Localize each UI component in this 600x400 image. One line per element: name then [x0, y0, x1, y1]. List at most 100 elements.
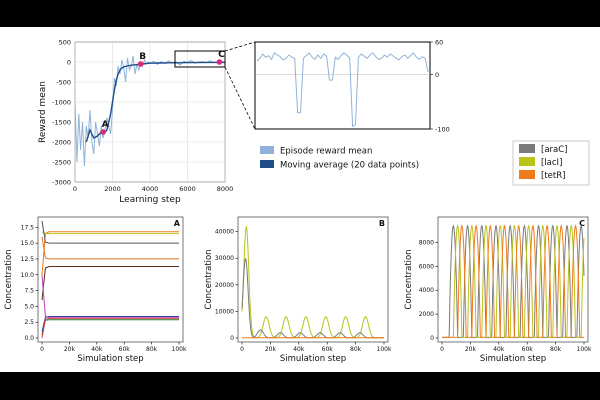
- panel-xtick-label: 100k: [172, 346, 187, 353]
- panel-xtick-label: 0: [440, 346, 444, 353]
- species-legend-label: [araC]: [541, 145, 567, 155]
- panel-a-series-line: [41, 231, 179, 235]
- reward-legend-label: Episode reward mean: [280, 147, 372, 157]
- panel-xtick-label: 40k: [493, 346, 505, 353]
- panel-ytick-label: 0: [430, 335, 434, 342]
- reward-lines: A B C: [74, 50, 226, 167]
- panel-ytick-label: 12.5: [21, 256, 35, 263]
- panel-label: A: [174, 219, 181, 228]
- zoom-ytick-label: 60: [435, 39, 443, 47]
- panel-xtick-label: 80k: [550, 346, 562, 353]
- panel-ytick-label: 15.0: [21, 240, 35, 247]
- panel-b: B 0 20k 40k 60k 80k 100k Simulation step Concent…: [204, 216, 392, 364]
- panel-a-series-line: [41, 220, 179, 244]
- reward-xtick-label: 4000: [142, 185, 159, 193]
- panel-ytick-label: 2000: [419, 311, 434, 318]
- reward-ytick-label: 500: [59, 39, 71, 47]
- panel-a-series-line: [41, 274, 179, 319]
- zoom-lines: [255, 52, 430, 128]
- panel-xtick-label: 60k: [119, 346, 131, 353]
- panel-a-series-line: [41, 317, 179, 339]
- panel-ytick-label: 10.0: [21, 272, 35, 279]
- marker-label-b: B: [139, 52, 146, 62]
- panel-c-series-line: [442, 224, 584, 338]
- reward-xtick-label: 2000: [104, 185, 121, 193]
- reward-ytick-label: -1000: [52, 99, 71, 107]
- panel-a-series-line: [41, 316, 179, 332]
- zoom-ytick-label: -100: [435, 126, 450, 134]
- panel-ylabel: Concentration: [204, 249, 214, 309]
- panel-a-series-line: [41, 319, 179, 335]
- panel-ytick-label: 6000: [419, 263, 434, 270]
- reward-ytick-label: -3000: [52, 179, 71, 187]
- species-legend-label: [tetR]: [541, 171, 565, 181]
- reward-xtick-label: 0: [73, 185, 77, 193]
- marker-label-a: A: [102, 120, 109, 130]
- panel-frame: [237, 216, 389, 343]
- panel-ytick-label: 17.5: [21, 224, 35, 231]
- marker-b: [137, 61, 144, 67]
- panel-xtick-label: 100k: [577, 346, 592, 353]
- panel-xlabel: Simulation step: [280, 354, 346, 364]
- marker-label-c: C: [218, 50, 225, 60]
- panel-ytick-label: 5.0: [24, 303, 34, 310]
- panel-label: C: [579, 219, 585, 228]
- zoom-chart: 60 0 -100: [254, 39, 450, 134]
- reward-legend-swatch: [260, 146, 274, 154]
- panel-ytick-label: 10000: [215, 308, 234, 315]
- panel-ylabel: Concentration: [404, 249, 414, 309]
- reward-xtick-label: 8000: [217, 185, 234, 193]
- zoom-reward-line: [256, 52, 429, 128]
- panel-xtick-label: 20k: [64, 346, 76, 353]
- panel-ytick-label: 40000: [215, 229, 234, 236]
- marker-c: [216, 59, 223, 65]
- panel-xtick-label: 60k: [322, 346, 334, 353]
- panel-ytick-label: 7.5: [24, 288, 34, 295]
- zoom-connector-top: [224, 41, 256, 52]
- panel-a-series-line: [41, 266, 179, 301]
- zoom-connector-bottom: [224, 66, 256, 130]
- zoom-plot-frame: [254, 41, 431, 130]
- zoom-selection-box: [174, 50, 226, 68]
- panel-c: C 0 20k 40k 60k 80k 100k Simulation step Concent…: [404, 216, 592, 364]
- panel-ytick-label: 0: [230, 335, 234, 342]
- reward-ylabel: Reward mean: [38, 81, 48, 143]
- panel-ytick-label: 8000: [419, 239, 434, 246]
- zoom-ytick-label: 0: [435, 71, 439, 79]
- panel-xtick-label: 20k: [465, 346, 477, 353]
- panel-ytick-label: 0.0: [24, 335, 34, 342]
- species-legend-swatch: [519, 170, 535, 179]
- panel-xtick-label: 100k: [377, 346, 392, 353]
- panel-ylabel: Concentration: [4, 249, 14, 309]
- reward-ytick-label: 0: [67, 59, 71, 67]
- panel-xtick-label: 80k: [350, 346, 362, 353]
- panel-ytick-label: 4000: [419, 287, 434, 294]
- panel-xtick-label: 40k: [293, 346, 305, 353]
- panel-xtick-label: 80k: [146, 346, 158, 353]
- reward-legend: Episode reward mean Moving average (20 da…: [260, 146, 419, 171]
- species-legend-swatch: [519, 157, 535, 166]
- panel-xtick-label: 20k: [265, 346, 277, 353]
- panel-a-series-line: [41, 236, 179, 260]
- species-legend-label: [lacI]: [541, 158, 562, 168]
- marker-a: [100, 129, 106, 135]
- panel-xtick-label: 40k: [91, 346, 103, 353]
- reward-legend-label: Moving average (20 data points): [280, 161, 419, 171]
- panel-xlabel: Simulation step: [480, 354, 546, 364]
- panel-a-series-line: [41, 231, 179, 275]
- reward-ytick-label: -2000: [52, 139, 71, 147]
- panel-c-series-line: [442, 224, 585, 338]
- panel-label: B: [379, 219, 385, 228]
- panel-xtick-label: 0: [240, 346, 244, 353]
- panel-ytick-label: 2.5: [24, 319, 34, 326]
- panel-xlabel: Simulation step: [77, 354, 143, 364]
- panel-ytick-label: 30000: [215, 255, 234, 262]
- species-legend: [araC] [lacI] [tetR]: [512, 140, 590, 186]
- species-legend-swatch: [519, 144, 535, 153]
- panel-a: A 0 20k 40k 60k 80k 100k Simulation step Concent…: [4, 216, 187, 364]
- reward-ytick-label: -500: [56, 79, 71, 87]
- reward-ytick-label: -1500: [52, 119, 71, 127]
